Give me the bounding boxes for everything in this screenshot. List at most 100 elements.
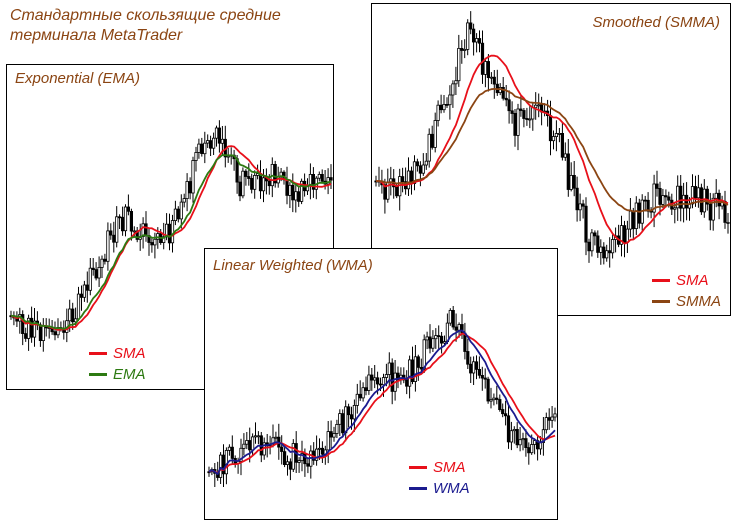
ema-ema-line: [10, 154, 332, 330]
ema-candle-body: [197, 143, 201, 153]
smma-candle-body: [676, 185, 680, 209]
wma-candle-body: [320, 447, 324, 455]
smma-candle-body: [599, 246, 603, 253]
smma-candle-body: [486, 61, 490, 79]
wma-candle-body: [390, 362, 394, 392]
ema-candle-body: [41, 325, 45, 341]
ema-candle-body: [85, 284, 89, 291]
smma-candle-body: [572, 174, 576, 189]
smma-candle-body: [681, 194, 686, 209]
ema-candle-body: [185, 181, 189, 200]
ema-candle-body: [247, 176, 251, 179]
wma-candle-body: [503, 413, 508, 417]
smma-candle-body: [436, 104, 440, 121]
smma-candle-body: [430, 133, 434, 148]
wma-candle-body: [469, 363, 473, 374]
smma-candle-body: [554, 133, 558, 137]
wma-candle-body: [524, 438, 528, 449]
ema-candle-body: [261, 177, 266, 192]
wma-candle-body: [297, 460, 301, 463]
ema-candle-body: [74, 318, 78, 323]
wma-candle-body: [471, 361, 476, 374]
wma-candle-body: [280, 446, 284, 452]
ema-candle-body: [173, 208, 177, 222]
smma-candle-body: [424, 160, 428, 166]
smma-candle-body: [661, 195, 665, 205]
wma-candle-body: [317, 447, 322, 450]
ema-candle-body: [241, 170, 245, 197]
legend-swatch-smma: [652, 300, 670, 303]
ema-candle-body: [76, 293, 81, 320]
wma-candle-body: [498, 399, 502, 411]
ema-candle-body: [68, 308, 72, 322]
wma-candle-body: [538, 442, 543, 450]
ema-candle-body: [317, 174, 321, 179]
wma-candle-body: [326, 431, 330, 451]
ema-candle-body: [311, 174, 316, 190]
smma-candle-body: [519, 108, 523, 111]
smma-candle-body: [451, 83, 455, 96]
ema-candle-body: [244, 170, 248, 177]
smma-candle-body: [705, 188, 709, 205]
wma-candle-body: [248, 440, 252, 451]
smma-candle-body: [708, 203, 712, 221]
wma-candle-body: [407, 359, 412, 387]
smma-candle-body: [445, 104, 449, 106]
wma-candle-body: [527, 447, 531, 454]
ema-candle-body: [26, 317, 31, 339]
smma-candle-body: [605, 250, 609, 259]
ema-candle-body: [29, 317, 34, 338]
smma-candle-body: [448, 94, 452, 106]
smma-candle-body: [483, 61, 487, 75]
smma-candle-body: [622, 225, 627, 243]
wma-candle-body: [396, 372, 400, 381]
wma-candle-body: [332, 433, 336, 438]
wma-candle-body: [492, 397, 496, 401]
ema-candle-body: [203, 142, 207, 155]
smma-candle-body: [551, 136, 556, 142]
ema-candle-body: [308, 174, 313, 186]
wma-chart-title: Linear Weighted (WMA): [213, 257, 373, 274]
wma-candle-body: [553, 413, 557, 418]
smma-chart-legend: SMA SMMA: [652, 270, 721, 312]
smma-candle-body: [442, 104, 446, 111]
ema-candle-body: [299, 180, 304, 202]
smma-candle-body: [525, 118, 529, 120]
smma-candle-body: [664, 195, 668, 198]
wma-candle-body: [483, 377, 487, 380]
wma-candle-body: [329, 431, 333, 438]
wma-candle-body: [431, 338, 435, 349]
smma-candle-body: [593, 232, 597, 237]
wma-candle-body: [285, 461, 290, 466]
smma-candle-body: [590, 232, 594, 252]
smma-candle-body: [655, 183, 659, 189]
smma-candles: [374, 11, 730, 268]
wma-candle-body: [515, 428, 519, 446]
smma-candle-body: [557, 132, 561, 135]
smma-candle-body: [537, 104, 541, 107]
wma-sma-line: [208, 332, 556, 474]
wma-candle-body: [541, 429, 546, 443]
smma-candle-body: [584, 205, 588, 243]
ema-candle-body: [188, 181, 192, 194]
ema-candle-body: [294, 191, 298, 201]
ema-candle-body: [182, 198, 186, 203]
smma-candle-body: [427, 133, 431, 162]
smma-candle-body: [602, 246, 606, 259]
ema-candle-body: [82, 284, 86, 298]
smma-candle-body: [504, 97, 508, 101]
wma-candle-body: [291, 443, 295, 470]
wma-candle-body: [239, 447, 243, 462]
ema-candle-body: [132, 230, 136, 233]
wma-candle-body: [474, 361, 479, 370]
wma-candle-body: [495, 397, 499, 400]
smma-candle-body: [560, 132, 564, 158]
legend-swatch-wma: [409, 487, 427, 490]
smma-candle-body: [726, 221, 730, 224]
wma-candle-body: [227, 446, 232, 451]
wma-candle-body: [251, 436, 255, 451]
legend-swatch-sma: [409, 466, 427, 469]
ema-candle-body: [100, 258, 104, 268]
legend-item-wma: WMA: [409, 478, 470, 499]
figure-caption: Стандартные скользящие средние терминала…: [10, 6, 281, 46]
